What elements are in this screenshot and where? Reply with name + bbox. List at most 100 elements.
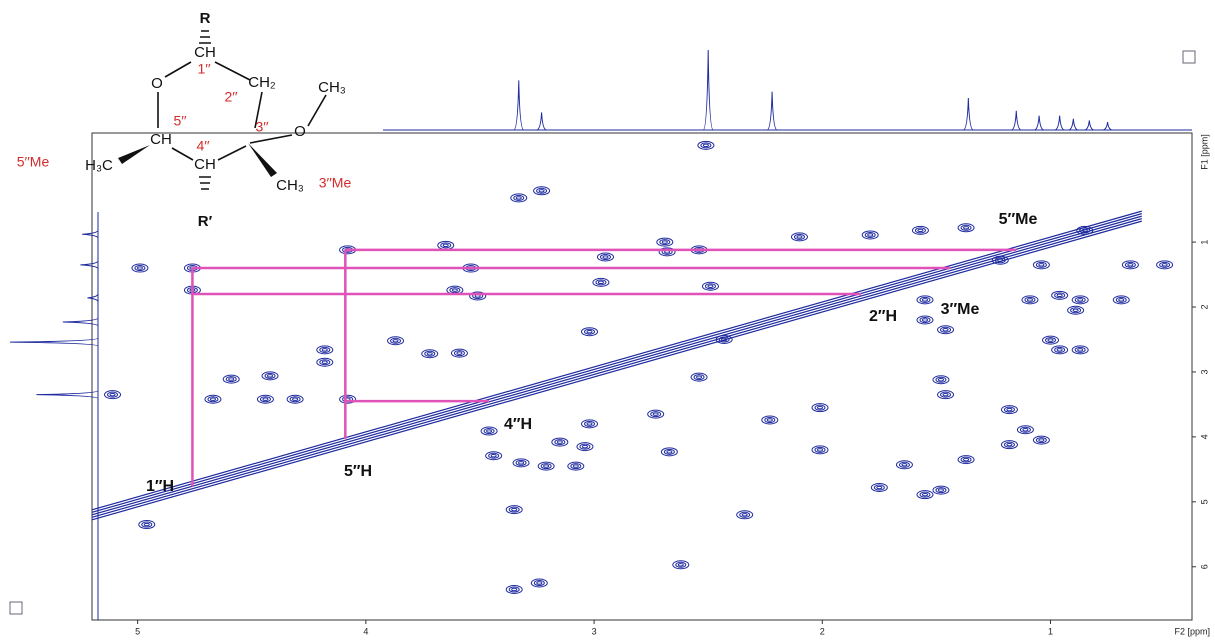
contour bbox=[515, 196, 522, 200]
cross-peak bbox=[222, 374, 240, 384]
contour bbox=[483, 428, 495, 435]
cross-peak bbox=[286, 394, 304, 404]
cross-peak bbox=[911, 225, 929, 235]
cross-peak bbox=[505, 505, 523, 515]
contour bbox=[319, 346, 331, 353]
plot-frame bbox=[91, 132, 1193, 621]
cross-peak bbox=[1000, 405, 1018, 415]
contour bbox=[960, 224, 972, 231]
contour bbox=[997, 258, 1004, 262]
projection-peak bbox=[1068, 118, 1079, 131]
cross-peak bbox=[1112, 295, 1130, 305]
contour bbox=[1081, 228, 1088, 233]
contour bbox=[932, 375, 950, 385]
annotation: 2′′H bbox=[869, 308, 897, 325]
contour bbox=[911, 225, 929, 235]
projection-peak bbox=[87, 293, 99, 303]
structure-number: 1′′ bbox=[197, 61, 210, 77]
contour bbox=[1047, 338, 1054, 342]
contour bbox=[259, 396, 271, 403]
projection-peak bbox=[9, 337, 99, 347]
cross-peak bbox=[261, 371, 279, 381]
contour bbox=[511, 507, 518, 512]
contour bbox=[937, 378, 944, 382]
contour bbox=[1045, 337, 1057, 344]
contour bbox=[873, 484, 885, 491]
structure-number: 2′′ bbox=[224, 89, 237, 105]
contour bbox=[538, 189, 545, 193]
contour bbox=[718, 336, 730, 343]
cross-peak bbox=[861, 230, 879, 240]
contour bbox=[700, 142, 712, 149]
cross-peak bbox=[485, 451, 503, 461]
contour bbox=[647, 409, 665, 419]
cross-peak bbox=[697, 140, 715, 150]
cross-peak bbox=[316, 357, 334, 367]
contour bbox=[109, 392, 116, 397]
contour bbox=[1076, 225, 1094, 235]
contour bbox=[596, 252, 614, 262]
contour bbox=[917, 228, 924, 233]
contour bbox=[453, 350, 465, 357]
contour bbox=[505, 505, 523, 515]
projection-peak bbox=[62, 317, 99, 327]
contour bbox=[1074, 296, 1086, 303]
checkbox[interactable] bbox=[1182, 50, 1196, 64]
contour bbox=[764, 417, 776, 424]
cross-peak bbox=[932, 485, 950, 495]
contour bbox=[659, 239, 671, 246]
structure-label: O bbox=[151, 75, 163, 92]
contour bbox=[533, 579, 545, 586]
checkbox[interactable] bbox=[9, 601, 23, 615]
cross-peak bbox=[991, 255, 1009, 265]
contour bbox=[963, 226, 970, 230]
cross-peak bbox=[450, 348, 468, 358]
structure-label: CH₃ bbox=[276, 177, 304, 194]
contour bbox=[543, 464, 550, 468]
cross-peak bbox=[672, 560, 690, 570]
contour bbox=[940, 326, 952, 333]
contour bbox=[790, 232, 808, 242]
contour bbox=[1161, 263, 1168, 267]
contour bbox=[1072, 308, 1079, 312]
cross-peak bbox=[510, 193, 528, 203]
contour bbox=[666, 450, 673, 454]
contour bbox=[817, 405, 824, 410]
structure-number: 4′′ bbox=[196, 138, 209, 154]
contour bbox=[919, 296, 931, 303]
contour bbox=[508, 586, 520, 593]
diagonal bbox=[91, 210, 1142, 521]
contour bbox=[1056, 348, 1063, 352]
cross-peak bbox=[437, 240, 455, 250]
contour bbox=[921, 492, 928, 497]
contour bbox=[1000, 405, 1018, 415]
contour bbox=[677, 563, 684, 567]
contour bbox=[960, 456, 972, 463]
contour bbox=[456, 351, 463, 355]
x-axis-label: F2 [ppm] bbox=[1174, 626, 1210, 636]
contour bbox=[450, 348, 468, 358]
cross-peak bbox=[1021, 295, 1039, 305]
contour bbox=[292, 397, 299, 401]
annotation: 5′′H bbox=[344, 463, 372, 480]
cross-peak bbox=[790, 232, 808, 242]
contour bbox=[1000, 440, 1018, 450]
contour bbox=[316, 357, 334, 367]
contour bbox=[1006, 442, 1013, 447]
contour bbox=[660, 447, 678, 457]
contour bbox=[916, 490, 934, 500]
diagonal-contour bbox=[91, 210, 1142, 511]
cross-peak bbox=[957, 455, 975, 465]
structure: R CH 1′′ CH₂ O CH₃ 2′′ 5′′ 3′′ O CH 4′′ … bbox=[17, 10, 352, 230]
contour bbox=[261, 371, 279, 381]
contour bbox=[817, 448, 824, 452]
contour bbox=[1054, 292, 1066, 299]
projection-peak bbox=[1054, 115, 1065, 131]
contour bbox=[141, 521, 153, 528]
cross-peak bbox=[1071, 345, 1089, 355]
cross-peak bbox=[811, 403, 829, 413]
contour bbox=[485, 451, 503, 461]
contour bbox=[921, 298, 928, 302]
contour bbox=[586, 422, 593, 426]
